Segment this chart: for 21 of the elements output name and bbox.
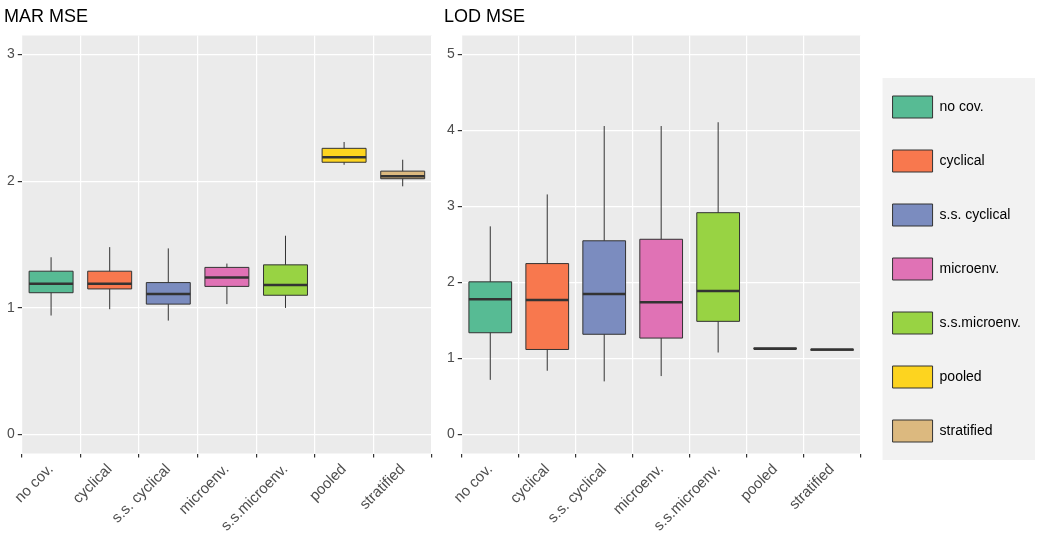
legend-label: pooled [939,367,982,384]
y-tick-label: 1 [6,298,15,315]
y-tick-label: 3 [446,197,455,214]
chart-title: LOD MSE [444,5,526,26]
legend-label: s.s. cyclical [939,205,1011,222]
y-tick-label: 1 [446,349,455,366]
legend-label: stratified [939,421,993,438]
legend-label: no cov. [939,97,984,114]
y-tick-label: 4 [446,121,455,138]
x-tick-label: no cov. [449,459,496,506]
legend-label: cyclical [939,151,985,168]
chart-title: MAR MSE [4,5,89,26]
y-tick-label: 0 [6,425,15,442]
y-tick-label: 2 [446,273,455,290]
y-tick-label: 2 [6,172,15,189]
legend-label: microenv. [939,259,1000,276]
y-tick-label: 3 [6,45,15,62]
legend-label: s.s.microenv. [939,313,1022,330]
y-tick-label: 0 [446,425,455,442]
x-tick-label: no cov. [10,459,57,506]
y-tick-label: 5 [446,45,455,62]
